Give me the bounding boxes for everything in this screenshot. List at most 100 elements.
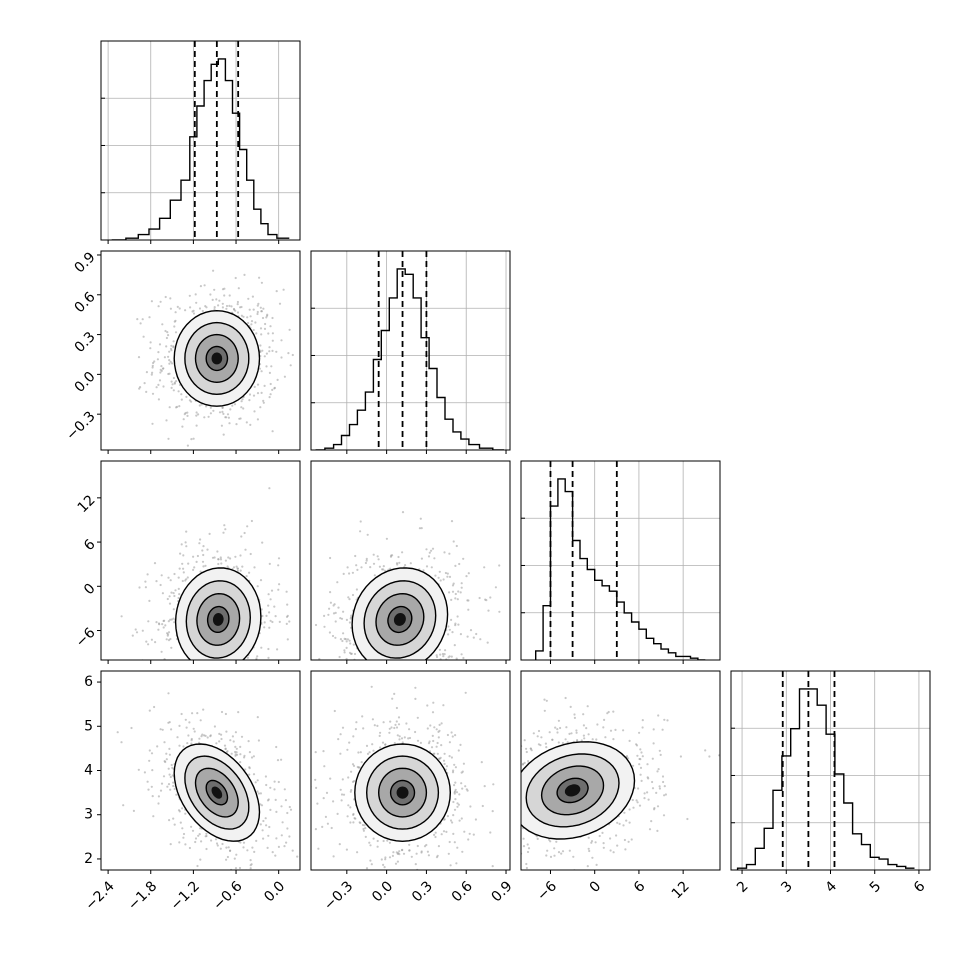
sample-point [264, 775, 267, 778]
sample-point [489, 831, 492, 834]
sample-point [382, 863, 385, 867]
sample-point [180, 712, 183, 716]
sample-point [221, 288, 225, 291]
sample-point [454, 876, 456, 878]
contours [351, 567, 449, 660]
sample-point [175, 793, 178, 796]
sample-point [248, 767, 251, 770]
sample-point [395, 726, 399, 729]
sample-point [277, 564, 280, 567]
sample-point [252, 755, 255, 758]
x-tick-label: 0.9 [489, 878, 516, 905]
sample-point [454, 781, 457, 784]
sample-point [385, 674, 387, 676]
sample-point [437, 845, 440, 848]
sample-point [646, 763, 649, 766]
sample-point [561, 850, 565, 853]
sample-point [250, 519, 253, 523]
sample-point [469, 818, 471, 820]
sample-point [384, 858, 387, 861]
sample-point [448, 655, 451, 658]
sample-point [256, 779, 259, 782]
sample-point [409, 912, 411, 914]
sample-point [172, 376, 175, 380]
sample-point [348, 572, 351, 575]
sample-point [186, 661, 188, 663]
sample-point [251, 892, 253, 894]
x-tick-label: 12 [669, 878, 693, 902]
sample-point [250, 685, 252, 687]
sample-point [537, 729, 541, 733]
sample-point [269, 808, 272, 812]
sample-point [663, 785, 666, 788]
sample-point [335, 667, 337, 669]
sample-point [222, 412, 225, 415]
sample-point [324, 815, 327, 819]
sample-point [516, 797, 518, 799]
sample-point [433, 833, 436, 837]
sample-point [268, 611, 271, 614]
sample-point [580, 739, 583, 742]
sample-point [239, 753, 242, 756]
sample-point [471, 808, 473, 810]
sample-point [233, 674, 235, 676]
sample-point [240, 314, 243, 317]
sample-point [366, 752, 370, 756]
sample-point [120, 741, 123, 744]
x-tick-label: −6 [534, 878, 560, 904]
sample-point [377, 558, 380, 561]
sample-point [483, 785, 486, 788]
sample-point [173, 320, 176, 323]
sample-point [623, 811, 626, 814]
sample-point [471, 718, 473, 720]
contour-line [206, 605, 230, 633]
sample-point [242, 717, 244, 719]
sample-point [479, 638, 482, 641]
sample-point [286, 811, 289, 815]
sample-point [393, 742, 396, 745]
sample-point [516, 765, 518, 767]
sample-point [251, 846, 254, 849]
sample-point [459, 633, 462, 636]
sample-point [484, 777, 486, 779]
sample-point [466, 635, 469, 638]
sample-point [376, 555, 379, 558]
sample-point [651, 780, 654, 784]
sample-point [442, 655, 445, 658]
sample-point [195, 560, 198, 564]
sample-point [138, 586, 141, 589]
sample-point [546, 849, 549, 852]
contour-line [196, 592, 241, 646]
sample-point [518, 844, 520, 846]
sample-point [370, 863, 373, 866]
sample-point [329, 591, 332, 594]
sample-point [400, 681, 402, 683]
sample-point [230, 872, 232, 874]
sample-point [393, 692, 396, 696]
sample-point [168, 819, 171, 822]
sample-point [246, 715, 248, 717]
sample-point [144, 586, 147, 589]
sample-point [586, 865, 589, 868]
sample-point [663, 718, 666, 721]
sample-point [372, 562, 376, 565]
sample-point [419, 741, 422, 745]
sample-point [203, 686, 205, 688]
sample-point [341, 726, 345, 729]
sample-point [130, 726, 133, 730]
sample-point [475, 632, 478, 636]
sample-point [150, 300, 153, 303]
sample-point [423, 704, 425, 706]
sample-point [556, 728, 559, 731]
sample-point [256, 790, 259, 793]
sample-point [194, 293, 197, 296]
sample-point [215, 695, 217, 697]
sample-point [651, 757, 654, 760]
sample-point [230, 752, 233, 755]
sample-point [359, 751, 362, 754]
sample-point [438, 723, 441, 727]
sample-point [283, 375, 286, 378]
sample-point [270, 365, 273, 368]
sample-point [431, 734, 434, 738]
sample-point [334, 636, 337, 639]
